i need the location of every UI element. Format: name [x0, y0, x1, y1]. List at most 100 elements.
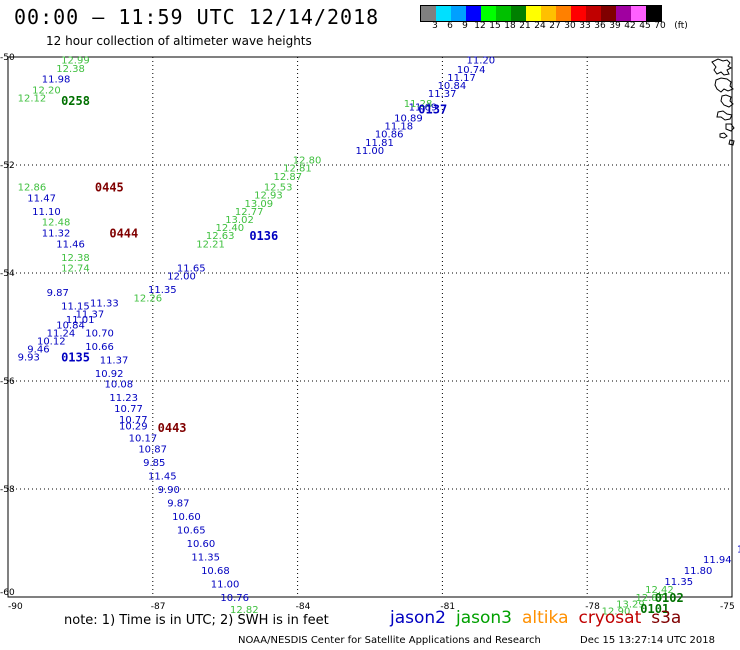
pass-time-label: 0137 — [418, 102, 447, 116]
scale-swatch — [466, 6, 481, 21]
wave-height-label: 9.90 — [158, 485, 180, 496]
wave-height-label: 13.02 — [225, 215, 254, 226]
color-scale-labels: 3 6 9 12 15 18 21 24 27 30 33 36 39 42 45 70 (ft) — [420, 21, 740, 32]
lon-tick-label: -75 — [720, 602, 735, 612]
wave-height-label: 12.12 — [18, 94, 47, 105]
wave-height-label: 12.82 — [230, 605, 259, 616]
wave-height-label: 10.76 — [220, 593, 249, 604]
credit-text: NOAA/NESDIS Center for Satellite Applica… — [238, 635, 541, 646]
scale-label: 42 — [624, 21, 636, 31]
wave-height-label: 11.28 — [404, 99, 433, 110]
lon-tick-label: -87 — [151, 602, 166, 612]
wave-height-label: 12.90 — [602, 607, 631, 618]
wave-height-label: 10.08 — [105, 380, 134, 391]
wave-height-label: 12.42 — [645, 585, 674, 596]
wave-height-label: 12.99 — [61, 56, 90, 67]
pass-time-label: 0258 — [61, 94, 90, 108]
wave-height-label: 11.33 — [90, 299, 119, 310]
wave-height-label: 11.15 — [61, 301, 90, 312]
wave-height-label: 11.24 — [47, 328, 76, 339]
lat-tick-label: -60 — [0, 588, 15, 598]
wave-height-label: 10.84 — [56, 320, 85, 331]
scale-swatch — [586, 6, 601, 21]
scale-label: 9 — [462, 21, 468, 31]
wave-height-label: 12.48 — [42, 218, 71, 229]
scale-label: 30 — [564, 21, 576, 31]
map-frame — [7, 56, 733, 598]
scale-swatch — [571, 6, 586, 21]
wave-height-label: 10.70 — [85, 328, 114, 339]
scale-label: 36 — [594, 21, 606, 31]
lat-tick-label: -52 — [0, 161, 15, 171]
scale-label: 6 — [447, 21, 453, 31]
credit-date: Dec 15 13:27:14 UTC 2018 — [580, 635, 715, 646]
wave-height-label: 10.92 — [95, 369, 124, 380]
scale-label: 18 — [504, 21, 516, 31]
wave-height-label: 11.35 — [664, 577, 693, 588]
scale-swatch — [421, 6, 436, 21]
wave-height-label: 9.87 — [167, 499, 189, 510]
coastline-segment — [719, 132, 728, 139]
coastline-segment — [720, 94, 734, 108]
coastline-segment — [711, 58, 732, 76]
wave-height-label: 10.12 — [37, 337, 66, 348]
lat-tick-label: -50 — [0, 53, 15, 63]
wave-height-label: 12.81 — [283, 164, 312, 175]
wave-height-label: 13.29 — [616, 599, 645, 610]
scale-label: 45 — [639, 21, 651, 31]
legend-cryosat: cryosat — [578, 608, 642, 628]
wave-height-label: 11.32 — [42, 229, 71, 240]
lon-tick-label: -78 — [585, 602, 600, 612]
wave-height-label: 11.98 — [42, 75, 71, 86]
wave-height-label: 11.17 — [447, 73, 476, 84]
wave-height-label: 11.47 — [27, 193, 56, 204]
wave-height-label: 12.86 — [18, 183, 47, 194]
wave-height-label: 12.26 — [133, 293, 162, 304]
scale-swatch — [541, 6, 556, 21]
wave-height-label: 11.80 — [684, 566, 713, 577]
wave-height-label: 10.60 — [172, 512, 201, 523]
scale-label: 21 — [519, 21, 531, 31]
wave-height-label: 10.66 — [85, 342, 114, 353]
wave-height-label: 12.93 — [254, 191, 283, 202]
wave-height-label: 11.20 — [467, 56, 496, 67]
wave-height-label: 12.53 — [264, 183, 293, 194]
wave-height-label: 11.35 — [148, 285, 177, 296]
pass-time-label: 0445 — [95, 181, 124, 195]
wave-height-label: 11.46 — [56, 239, 85, 250]
wave-height-label: 10.84 — [438, 81, 467, 92]
wave-height-label: 11.01 — [66, 315, 95, 326]
wave-height-label: 10.29 — [119, 421, 148, 432]
wave-height-labels: 11.2010.7411.1710.8411.3711.6910.8911.18… — [18, 56, 740, 618]
wave-height-label: 11.23 — [109, 393, 138, 404]
color-scale-bar — [420, 5, 662, 22]
footer-note: note: 1) Time is in UTC; 2) SWH is in fe… — [64, 613, 329, 628]
wave-height-label: 10.87 — [138, 445, 167, 456]
wave-height-label: 12.20 — [32, 85, 61, 96]
lon-tick-label: -81 — [440, 602, 455, 612]
scale-label: 24 — [534, 21, 546, 31]
scale-swatch — [646, 6, 661, 21]
wave-height-label: 11.18 — [384, 122, 413, 133]
coastline — [711, 58, 735, 146]
wave-height-label: 12.87 — [635, 593, 664, 604]
legend-s3a: s3a — [651, 608, 682, 628]
wave-height-label: 11.45 — [148, 472, 177, 483]
page-title: 00:00 – 11:59 UTC 12/14/2018 — [14, 5, 380, 29]
page-subtitle: 12 hour collection of altimeter wave hei… — [46, 34, 312, 48]
legend-jason3: jason3 — [456, 608, 512, 628]
wave-height-label: 11.81 — [365, 138, 394, 149]
scale-label: 33 — [579, 21, 591, 31]
wave-height-label: 10.60 — [187, 539, 216, 550]
scale-swatch — [436, 6, 451, 21]
wave-height-label: 12.38 — [61, 253, 90, 264]
pass-time-label: 0101 — [640, 602, 669, 616]
scale-label: 12 — [474, 21, 486, 31]
wave-height-label: 10.65 — [177, 526, 206, 537]
wave-height-label: 11.37 — [428, 89, 457, 100]
wave-height-label: 9.87 — [47, 288, 69, 299]
scale-swatch — [616, 6, 631, 21]
wave-height-label: 10.86 — [375, 130, 404, 141]
legend-altika: altika — [522, 608, 569, 628]
